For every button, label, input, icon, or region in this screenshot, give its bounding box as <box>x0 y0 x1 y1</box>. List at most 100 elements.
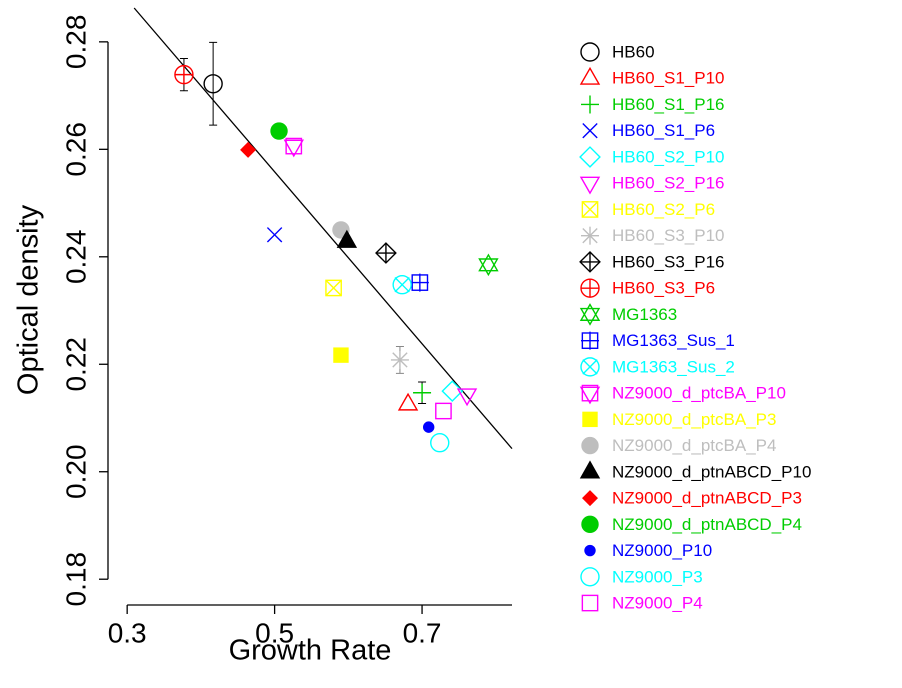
marker-part <box>579 176 601 195</box>
legend-symbol <box>580 357 600 377</box>
point <box>203 74 223 94</box>
point <box>430 433 450 453</box>
point <box>392 275 412 295</box>
legend-label: MG1363_Sus_2 <box>612 357 735 376</box>
legend-label: NZ9000_d_ptcBA_P4 <box>612 436 776 455</box>
x-tick-label: 0.3 <box>108 617 147 648</box>
point <box>410 273 429 292</box>
legend-symbol <box>581 331 599 350</box>
legend-symbol <box>580 42 600 62</box>
legend-label: HB60_S1_P10 <box>612 69 724 88</box>
marker-part <box>430 433 450 453</box>
legend-label: HB60_S2_P16 <box>612 174 724 193</box>
point <box>397 392 419 411</box>
y-axis-label: Optical density <box>13 204 45 395</box>
legend-label: NZ9000_d_ptnABCD_P10 <box>612 462 811 481</box>
point <box>270 122 288 140</box>
marker-part <box>579 303 601 321</box>
point <box>240 141 257 158</box>
legend-symbol <box>579 384 601 405</box>
y-tick-label: 0.26 <box>60 122 91 177</box>
legend-label: NZ9000_P10 <box>612 541 712 560</box>
point <box>390 350 409 369</box>
marker-part <box>581 201 599 218</box>
legend-symbol <box>581 201 599 218</box>
marker-part <box>582 411 598 428</box>
marker-part <box>582 490 598 507</box>
marker-part <box>325 279 342 297</box>
legend-label: NZ9000_d_ptcBA_P10 <box>612 384 786 403</box>
marker-part <box>581 436 599 455</box>
marker-part <box>397 392 419 411</box>
legend-label: MG1363 <box>612 305 677 324</box>
marker-part <box>581 515 599 534</box>
point <box>478 253 499 277</box>
legend-symbol <box>581 436 599 455</box>
legend-symbol <box>579 176 601 195</box>
error-bar-line <box>209 41 218 126</box>
legend-symbol <box>582 123 598 139</box>
legend-symbol <box>584 544 596 557</box>
marker-part <box>283 139 304 158</box>
legend-label: NZ9000_P3 <box>612 567 703 586</box>
marker-part <box>581 384 599 402</box>
marker-part <box>325 280 342 296</box>
marker-part <box>392 352 408 368</box>
marker-part <box>579 251 601 273</box>
marker-part <box>240 141 257 158</box>
point <box>283 137 304 158</box>
y-tick-label: 0.18 <box>60 552 91 607</box>
marker-part <box>579 307 601 326</box>
point <box>325 279 342 297</box>
legend-symbol <box>579 251 601 273</box>
legend-symbol <box>581 594 599 612</box>
legend-label: HB60_S1_P16 <box>612 95 724 114</box>
legend-symbol <box>582 411 598 428</box>
legend-symbol <box>579 303 601 326</box>
marker-part <box>441 380 464 403</box>
point <box>422 421 435 433</box>
point <box>266 227 283 243</box>
marker-part <box>580 567 600 587</box>
legend-label: NZ9000_d_ptcBA_P3 <box>612 410 776 429</box>
marker-part <box>579 386 601 405</box>
y-tick-label: 0.22 <box>60 337 91 392</box>
marker-part <box>478 258 499 277</box>
marker-part <box>580 357 600 377</box>
legend-symbol <box>581 515 599 534</box>
legend-label: HB60_S1_P6 <box>612 121 715 140</box>
marker-part <box>333 347 349 363</box>
point <box>413 383 432 402</box>
marker-part <box>579 146 601 168</box>
fit-line <box>133 7 513 450</box>
x-tick-label: 0.7 <box>403 617 442 648</box>
marker-part <box>582 227 598 244</box>
point <box>174 64 194 85</box>
marker-part <box>581 594 599 612</box>
marker-part <box>422 421 435 433</box>
marker-part <box>478 253 499 272</box>
legend-label: NZ9000_d_ptnABCD_P4 <box>612 515 802 534</box>
marker-part <box>580 42 600 62</box>
marker-part <box>203 74 223 94</box>
marker-part <box>336 229 358 248</box>
x-axis-label: Growth Rate <box>229 635 392 667</box>
point <box>336 229 358 248</box>
point <box>441 380 464 403</box>
legend-label: NZ9000_d_ptnABCD_P3 <box>612 489 802 508</box>
legend-label: HB60_S3_P16 <box>612 252 724 271</box>
marker-part <box>579 460 601 479</box>
legend-symbol <box>580 278 600 298</box>
legend-symbol <box>581 95 599 114</box>
marker-part <box>285 137 303 155</box>
error-bar <box>209 41 218 126</box>
legend-label: MG1363_Sus_1 <box>612 331 735 350</box>
marker-part <box>456 388 478 407</box>
marker-part <box>394 277 410 293</box>
legend-symbol <box>579 460 601 479</box>
marker-part <box>584 544 596 557</box>
legend-symbol <box>579 66 601 85</box>
legend-label: HB60_S3_P6 <box>612 279 715 298</box>
marker-part <box>435 402 452 420</box>
